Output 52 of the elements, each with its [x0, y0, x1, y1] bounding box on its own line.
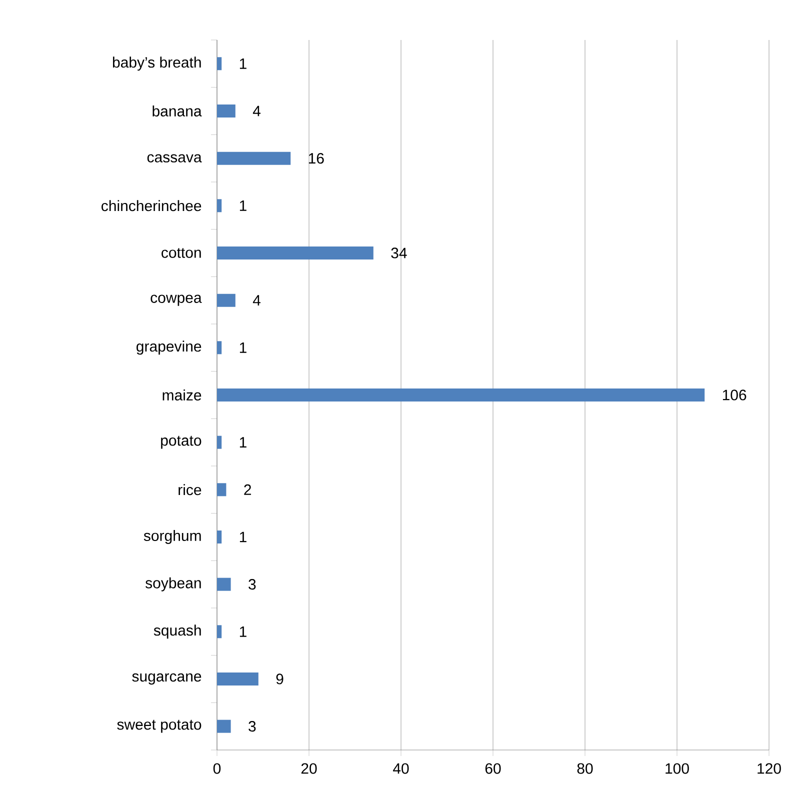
bar	[217, 530, 222, 544]
y-tick-label: squash	[154, 624, 201, 639]
bar	[217, 199, 222, 212]
y-tick-label: maize	[162, 389, 202, 400]
data-label: 1	[240, 200, 246, 211]
bar	[217, 294, 236, 307]
y-tick-label: cassava	[147, 154, 202, 162]
data-label: 3	[248, 579, 256, 590]
bar	[217, 672, 258, 686]
data-label: 34	[391, 248, 407, 258]
y-tick-label: rice	[178, 484, 202, 496]
bar	[217, 625, 222, 638]
bar	[217, 483, 226, 496]
x-tick-label: 0	[213, 763, 221, 774]
data-label: 2	[244, 484, 251, 495]
x-tick-label: 100	[666, 763, 689, 774]
data-label: 4	[252, 106, 261, 116]
bar	[217, 57, 222, 70]
y-tick-label: banana	[152, 105, 202, 116]
data-label: 1	[240, 437, 246, 448]
data-label: 1	[240, 626, 246, 637]
x-tick-label: 20	[301, 763, 317, 774]
x-tick-label: 80	[577, 763, 593, 774]
y-tick-label: sorghum	[144, 530, 201, 544]
bar	[217, 436, 222, 449]
data-label: 106	[722, 390, 746, 400]
y-tick-label: chincherinchee	[102, 200, 202, 212]
bar	[217, 720, 231, 733]
bar	[217, 152, 291, 165]
data-label: 1	[240, 58, 246, 69]
y-tick-label: soybean	[146, 577, 201, 592]
data-label: 16	[308, 153, 324, 164]
data-label: 3	[248, 721, 256, 732]
x-tick-label: 120	[758, 763, 781, 774]
bar	[217, 104, 236, 118]
bar	[217, 578, 231, 591]
y-tick-label: sugarcane	[132, 673, 202, 685]
bar	[217, 388, 705, 402]
y-tick-label: cowpea	[150, 294, 202, 306]
x-tick-label: 60	[485, 763, 501, 774]
y-tick-label: potato	[161, 436, 202, 449]
data-label: 1	[240, 342, 246, 353]
y-tick-label: baby’s breath	[112, 56, 201, 71]
bar	[217, 246, 374, 260]
y-tick-label: sweet potato	[117, 720, 202, 733]
data-label: 9	[276, 674, 284, 684]
data-label: 1	[240, 532, 246, 542]
bar	[217, 341, 222, 354]
data-label: 4	[252, 295, 261, 306]
y-tick-label: cotton	[162, 248, 201, 258]
x-tick-label: 40	[393, 763, 409, 774]
y-tick-label: grapevine	[136, 340, 202, 355]
